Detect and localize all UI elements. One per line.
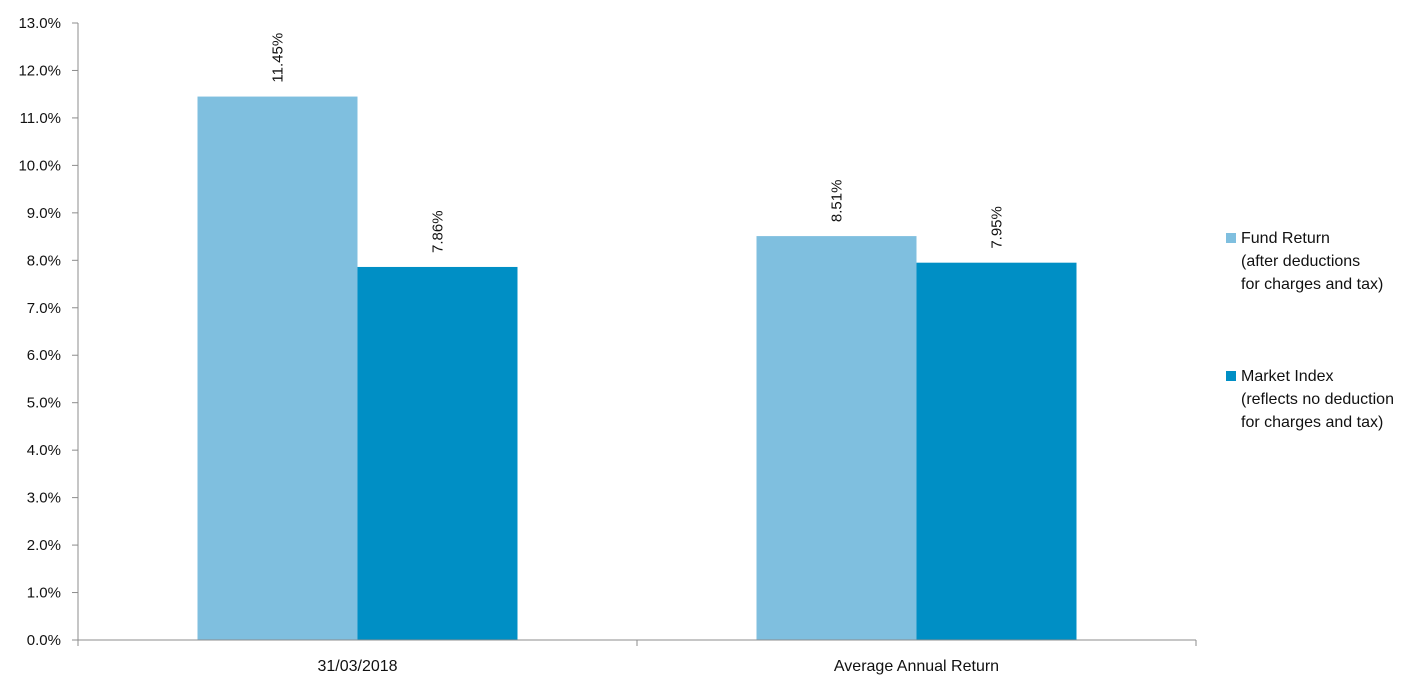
y-tick-label: 10.0% — [18, 157, 61, 174]
legend-label: (reflects no deduction — [1241, 391, 1394, 408]
y-tick-label: 4.0% — [27, 442, 61, 459]
value-labels: 11.45% 7.86% 8.51% 7.95% — [270, 33, 1006, 253]
y-tick-label: 13.0% — [18, 15, 61, 32]
y-tick-label: 1.0% — [27, 585, 61, 602]
legend-swatch — [1226, 371, 1236, 381]
legend: Fund Return (after deductions for charges … — [1226, 230, 1394, 431]
y-tick-label: 8.0% — [27, 252, 61, 269]
y-tick-label: 11.0% — [20, 110, 61, 127]
legend-label: for charges and tax) — [1241, 276, 1383, 293]
y-axis: 0.0% 1.0% 2.0% 3.0% 4.0% 5.0% 6.0% 7.0% 8.0% 9.0%… — [18, 15, 79, 649]
legend-swatch — [1226, 233, 1236, 243]
x-axis: 31/03/2018 Average Annual Return — [77, 639, 1197, 675]
legend-label: Market Index — [1241, 368, 1333, 385]
y-tick-label: 9.0% — [27, 205, 61, 222]
y-tick-label: 5.0% — [27, 395, 61, 412]
legend-label: for charges and tax) — [1241, 414, 1383, 431]
y-tick-label: 0.0% — [27, 632, 61, 649]
y-tick-label: 12.0% — [18, 62, 61, 79]
bar-market-index — [916, 262, 1077, 640]
x-category-label: 31/03/2018 — [317, 658, 397, 675]
bar-market-index — [357, 266, 518, 640]
y-tick-label: 7.0% — [27, 300, 61, 317]
y-tick-label: 2.0% — [27, 537, 61, 554]
y-tick-label: 3.0% — [27, 490, 61, 507]
bar-fund-return — [756, 236, 917, 641]
bar-value-label: 8.51% — [829, 180, 846, 223]
bar-value-label: 11.45% — [270, 33, 287, 83]
legend-label: Fund Return — [1241, 230, 1330, 247]
bar-value-label: 7.95% — [989, 206, 1006, 249]
legend-label: (after deductions — [1241, 253, 1360, 270]
bar-value-label: 7.86% — [430, 210, 447, 253]
bars — [197, 96, 1077, 641]
x-category-label: Average Annual Return — [834, 658, 999, 675]
bar-fund-return — [197, 96, 358, 641]
y-tick-label: 6.0% — [27, 347, 61, 364]
